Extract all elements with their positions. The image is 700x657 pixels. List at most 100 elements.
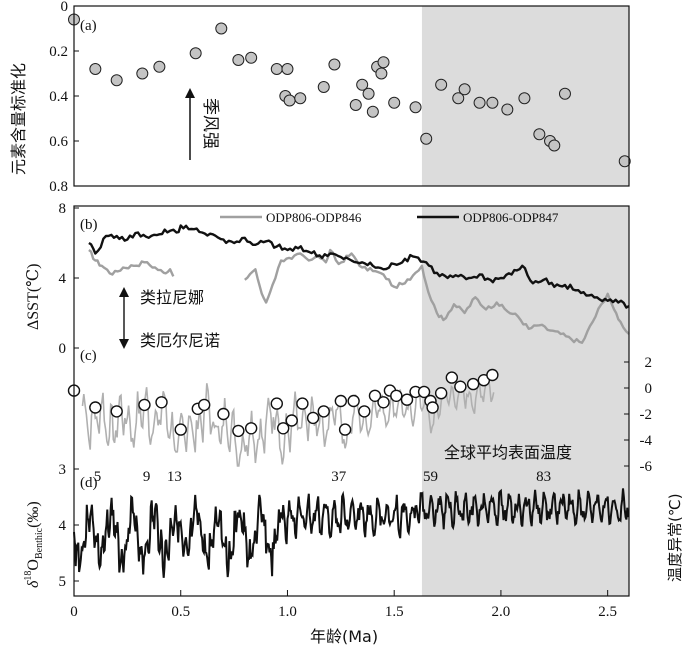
panel-a-point	[618, 155, 631, 168]
panel-a-point	[458, 83, 471, 96]
gmst-point	[334, 394, 348, 408]
enso-arrow-up-head	[119, 287, 129, 297]
panel-a-point	[533, 128, 546, 141]
panel-b: 0 4 8	[59, 201, 630, 357]
x-tick-label: 0	[70, 604, 78, 620]
panel-a-ytick-label: 0.8	[49, 179, 68, 195]
gmst-point	[400, 393, 414, 406]
panel-a-point	[245, 51, 258, 64]
panel-a-point	[548, 139, 561, 152]
panel-d-ytick-label: 5	[59, 574, 67, 590]
panel-b-tag: (b)	[80, 217, 98, 233]
gmst-point	[454, 380, 467, 393]
panel-c: 2 0 -2 -4 -6	[67, 355, 653, 475]
panel-a-point	[377, 56, 390, 69]
panel-a-ytick-label: 0	[61, 0, 69, 15]
gmst-point	[390, 389, 403, 402]
panel-a-point	[328, 58, 341, 71]
panel-a-ytick-label: 0.4	[49, 89, 68, 105]
panel-a-point	[409, 101, 422, 114]
x-tick-label: 1.0	[278, 604, 297, 620]
x-tick-label: 0.5	[171, 604, 190, 620]
gmst-point	[174, 423, 187, 436]
gmst-label: 全球平均表面温度	[444, 443, 572, 462]
x-tick-label: 1.5	[385, 604, 404, 620]
gmst-point	[338, 423, 352, 436]
panel-a-point	[362, 87, 375, 100]
panel-a-point	[452, 92, 465, 105]
panel-a-point	[435, 78, 448, 91]
panel-a-point	[356, 78, 369, 91]
panel-a-ytick-label: 0.2	[49, 44, 68, 60]
panel-a-tag: (a)	[80, 18, 97, 34]
panel-b-ytick-label: 4	[59, 271, 67, 287]
gmst-point	[306, 411, 320, 425]
panel-a-frame	[73, 5, 630, 187]
panel-d-tag: (d)	[80, 475, 98, 491]
mis-stage-label: 9	[143, 469, 151, 485]
panel-c-ytick-label: -2	[640, 407, 653, 423]
mis-stage-label: 37	[331, 469, 347, 485]
panel-a-point	[232, 54, 245, 66]
series-line-odp806-847	[88, 224, 630, 309]
panel-a-point	[375, 67, 388, 80]
gmst-point	[285, 414, 298, 427]
gmst-point	[138, 398, 151, 412]
panel-d-ylabel: δ18OBenthic(‰)	[23, 501, 45, 588]
gmst-point	[217, 407, 230, 421]
panel-a-point	[518, 92, 531, 105]
panel-a-ytick-label: 0.6	[49, 134, 68, 150]
gmst-point	[368, 389, 382, 402]
panel-a-point	[501, 103, 514, 116]
panel-c-tag: (c)	[80, 348, 97, 364]
panel-a-point	[89, 63, 102, 75]
panel-a-point	[281, 63, 294, 75]
la-nina-label: 类拉尼娜	[140, 288, 204, 307]
mis-stage-label: 13	[167, 469, 182, 485]
series-line-odp806-846	[88, 248, 630, 344]
panel-a-point	[110, 74, 123, 87]
panel-a-point	[420, 132, 433, 145]
mis-stage-label: 59	[423, 469, 438, 485]
x-tick-label: 2.0	[492, 604, 511, 620]
panel-a-point	[317, 81, 330, 93]
panel-a-ylabel: 元素含量标准化	[9, 63, 28, 175]
panel-b-ytick-label: 0	[59, 341, 67, 357]
mis-stage-label: 83	[536, 469, 551, 485]
panel-b-ytick-label: 8	[59, 201, 67, 217]
gmst-point	[317, 405, 330, 418]
monsoon-arrow-head	[185, 88, 195, 98]
panel-a-point	[473, 96, 486, 109]
panel-a-point	[294, 92, 307, 105]
gmst-point	[486, 368, 499, 382]
legend-label-846: ODP806-ODP846	[266, 210, 362, 225]
panel-c-ytick-label: 0	[645, 381, 653, 397]
gmst-point	[244, 422, 258, 435]
gmst-point	[417, 385, 431, 399]
panel-a-point	[283, 94, 296, 107]
x-axis: 0 0.5 1.0 1.5 2.0 2.5	[70, 590, 617, 620]
legend-label-847: ODP806-ODP847	[463, 210, 559, 225]
panel-d-ytick-label: 4	[59, 518, 67, 534]
gmst-point	[445, 371, 459, 384]
panel-c-ytick-label: -4	[640, 433, 653, 449]
panel-c-ytick-label: -6	[640, 459, 653, 475]
enso-arrow-down-head	[119, 339, 129, 349]
gmst-point	[434, 387, 448, 400]
svg-text:δ18OBenthic(‰): δ18OBenthic(‰)	[23, 501, 45, 588]
gmst-point	[358, 405, 371, 418]
panel-a-point	[136, 67, 149, 80]
panel-c-ylabel: 温度异常(℃)	[666, 493, 684, 582]
panel-a-point	[558, 87, 571, 100]
gmst-point	[466, 377, 480, 391]
panel-d-ytick-label: 3	[59, 462, 67, 478]
panel-a-point	[388, 96, 401, 109]
gmst-point	[377, 396, 390, 409]
gmst-point	[198, 398, 211, 412]
panel-b-ylabel: ΔSST(℃)	[25, 264, 42, 330]
gmst-point	[426, 401, 439, 414]
shaded-interval-lower	[421, 206, 629, 596]
gmst-point	[232, 424, 245, 438]
gmst-point	[110, 405, 123, 418]
